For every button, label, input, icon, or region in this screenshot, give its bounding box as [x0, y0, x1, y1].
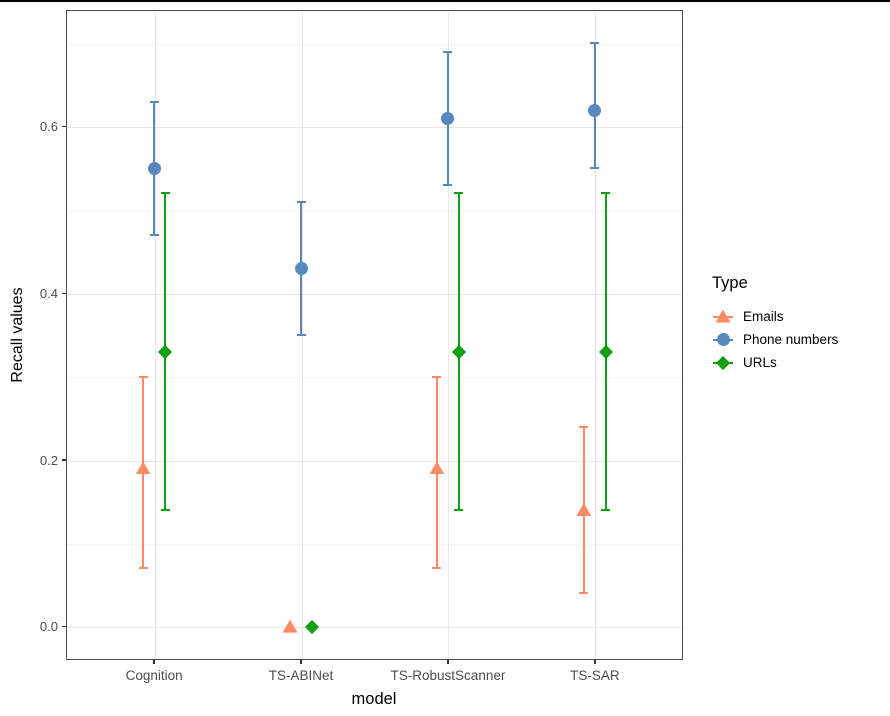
minor-gridline [67, 377, 682, 379]
error-bar-cap [443, 184, 453, 186]
legend-label: Phone numbers [743, 332, 839, 347]
error-bar-cap [601, 192, 611, 195]
error-bar-cap [149, 234, 159, 236]
error-bar-cap [590, 42, 600, 45]
legend-item-emails: Emails [710, 305, 838, 328]
legend-label: URLs [743, 355, 777, 370]
y-tick-label: 0.6 [39, 119, 58, 135]
error-bar-cap [579, 425, 589, 428]
minor-gridline [67, 543, 682, 545]
window-top-edge [0, 0, 890, 2]
error-bar-cap [601, 509, 611, 511]
phone-numbers-circle-icon [710, 328, 736, 351]
emails-triangle-icon [710, 305, 736, 328]
plot-panel [66, 10, 683, 660]
y-tick-label: 0.0 [39, 619, 58, 635]
x-tick-label: TS-SAR [570, 668, 620, 683]
y-tick-label: 0.2 [39, 452, 58, 468]
error-bar-cap [579, 592, 589, 595]
x-axis-tick [300, 660, 302, 664]
urls-diamond-icon [710, 351, 736, 374]
x-axis-tick [153, 660, 155, 664]
diamond-icon [715, 355, 731, 370]
vertical-gridline [448, 11, 450, 659]
error-bar-cap [138, 567, 148, 570]
legend-label: Emails [743, 309, 784, 324]
major-gridline [67, 627, 682, 629]
error-bar-cap [160, 192, 170, 195]
error-bar-cap [432, 375, 442, 378]
y-axis-title: Recall values [9, 287, 26, 383]
error-bar-cap [160, 509, 170, 511]
y-axis-tick [62, 625, 66, 628]
legend: Type Emails Phone numbers URLs [710, 274, 838, 374]
y-tick-label: 0.4 [39, 285, 58, 301]
x-tick-label: Cognition [125, 668, 183, 683]
legend-item-urls: URLs [710, 351, 838, 374]
error-bar-cap [296, 200, 306, 203]
circle-marker [294, 261, 308, 275]
circle-icon [716, 333, 730, 346]
x-axis-tick [594, 660, 596, 664]
minor-gridline [67, 210, 682, 212]
major-gridline [67, 460, 682, 462]
error-bar-cap [138, 375, 148, 378]
major-gridline [67, 127, 682, 129]
error-bar-cap [454, 509, 464, 511]
circle-marker [147, 161, 161, 175]
legend-item-phone-numbers: Phone numbers [710, 328, 838, 351]
y-axis-tick [62, 125, 66, 128]
error-bar-cap [149, 100, 159, 103]
circle-marker [441, 111, 455, 125]
x-tick-label: TS-RobustScanner [390, 668, 506, 683]
error-bar-cap [296, 334, 306, 336]
error-bar-cap [443, 50, 453, 53]
x-axis-title: model [351, 690, 397, 708]
error-bar-cap [432, 567, 442, 570]
minor-gridline [67, 43, 682, 45]
vertical-gridline [595, 11, 597, 659]
circle-marker [588, 103, 602, 117]
major-gridline [67, 293, 682, 295]
y-axis-tick [62, 459, 66, 461]
error-bar-cap [454, 192, 464, 195]
legend-title: Type [712, 274, 748, 292]
x-axis-tick [447, 660, 449, 664]
x-tick-label: TS-ABINet [268, 668, 334, 683]
error-bar-cap [590, 167, 600, 170]
vertical-gridline [154, 11, 156, 659]
y-axis-tick [62, 292, 66, 295]
